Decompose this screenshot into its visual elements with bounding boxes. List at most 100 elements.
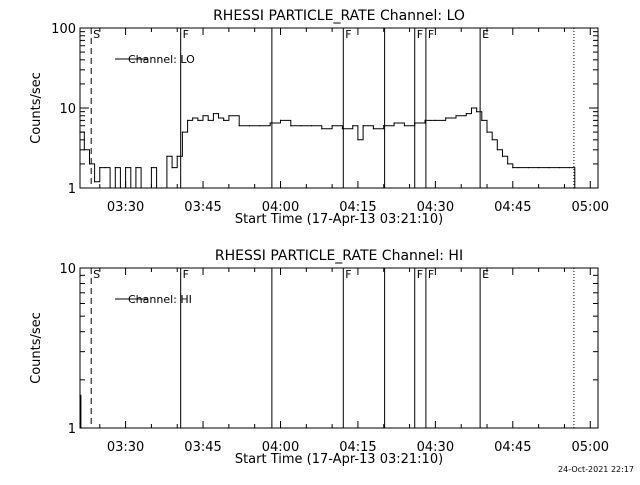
marker-label: F — [428, 28, 434, 41]
marker-label: S — [93, 268, 100, 281]
marker-label: F — [428, 268, 434, 281]
data-point — [279, 119, 282, 121]
plot-frame — [79, 27, 599, 189]
data-point — [527, 167, 529, 169]
x-tick-label: 04:15 — [339, 200, 376, 215]
x-tick-label: 04:30 — [417, 440, 454, 455]
data-point — [104, 167, 106, 169]
x-tick-label: 03:30 — [107, 200, 144, 215]
marker-label: F — [345, 268, 351, 281]
data-point — [393, 122, 395, 124]
data-point — [517, 167, 519, 169]
data-point — [538, 167, 540, 169]
series-line — [80, 107, 576, 189]
data-point — [192, 117, 194, 119]
y-tick-label: 1 — [68, 182, 76, 197]
legend-label: Channel: HI — [128, 293, 192, 306]
data-point — [79, 131, 81, 133]
data-point — [135, 167, 137, 169]
data-point — [383, 125, 385, 127]
y-axis-label: Counts/sec — [29, 72, 44, 144]
x-tick-label: 04:00 — [262, 440, 299, 455]
data-point — [507, 163, 509, 165]
data-point — [166, 155, 168, 157]
marker-label: F — [183, 268, 189, 281]
data-point — [481, 119, 483, 121]
data-point — [491, 139, 493, 141]
data-point — [109, 187, 111, 189]
data-point — [248, 125, 251, 127]
data-point — [310, 125, 313, 127]
data-point — [414, 122, 416, 124]
legend-label: Channel: LO — [128, 53, 195, 66]
marker-label: E — [482, 28, 489, 41]
chart-title: RHESSI PARTICLE_RATE Channel: HI — [215, 248, 463, 264]
data-point — [217, 117, 220, 119]
data-point — [88, 163, 91, 165]
data-point — [548, 167, 550, 169]
data-point — [212, 113, 214, 115]
data-point — [119, 187, 121, 189]
x-tick-label: 05:00 — [572, 440, 609, 455]
data-point — [372, 128, 374, 130]
data-point — [476, 111, 478, 113]
y-tick-label: 10 — [59, 262, 76, 277]
marker-label: S — [93, 28, 100, 41]
data-point — [94, 181, 96, 183]
data-point — [130, 187, 132, 189]
marker-label: F — [183, 28, 189, 41]
generation-timestamp: 24-Oct-2021 22:17 — [558, 465, 634, 474]
marker-label: F — [417, 28, 423, 41]
x-tick-label: 04:15 — [339, 440, 376, 455]
chart-title: RHESSI PARTICLE_RATE Channel: LO — [213, 8, 465, 24]
data-point — [125, 167, 127, 169]
x-tick-label: 04:00 — [262, 200, 299, 215]
data-point — [176, 155, 178, 157]
data-point — [300, 125, 302, 127]
data-point — [197, 119, 199, 121]
data-point — [455, 115, 457, 117]
data-point — [238, 125, 240, 127]
x-tick-label: 03:45 — [184, 200, 221, 215]
data-point — [486, 131, 488, 133]
data-point — [321, 128, 323, 130]
data-point — [187, 119, 189, 121]
data-point — [99, 167, 101, 169]
x-tick-label: 04:30 — [417, 200, 454, 215]
data-point — [569, 167, 571, 169]
data-point — [558, 167, 560, 169]
data-point — [331, 125, 333, 127]
data-point — [156, 187, 158, 189]
data-point — [501, 155, 504, 157]
x-tick-label: 03:45 — [184, 440, 221, 455]
data-point — [81, 427, 83, 429]
marker-label: F — [417, 268, 423, 281]
y-tick-label: 100 — [51, 22, 76, 37]
data-point — [424, 119, 426, 121]
data-point — [512, 167, 514, 169]
y-tick-label: 1 — [68, 422, 76, 437]
data-point — [228, 115, 230, 117]
data-point — [352, 125, 354, 127]
data-point — [202, 115, 204, 117]
chart-panel-1: RHESSI PARTICLE_RATE Channel: LO 03:30 03:… — [29, 8, 609, 227]
data-point — [496, 149, 498, 151]
marker-label: F — [345, 28, 351, 41]
data-point — [269, 122, 271, 124]
data-point — [445, 117, 447, 119]
data-point — [79, 394, 81, 396]
data-point — [181, 131, 183, 133]
data-point — [434, 119, 436, 121]
y-tick-label: 10 — [59, 102, 76, 117]
x-tick-label: 03:30 — [107, 440, 144, 455]
data-point — [362, 125, 364, 127]
data-point — [403, 125, 405, 127]
data-point — [223, 119, 225, 121]
data-point — [83, 149, 85, 151]
data-point — [171, 167, 173, 169]
data-point — [259, 125, 261, 127]
data-point — [145, 187, 147, 189]
data-point — [161, 187, 163, 189]
data-point — [114, 167, 116, 169]
